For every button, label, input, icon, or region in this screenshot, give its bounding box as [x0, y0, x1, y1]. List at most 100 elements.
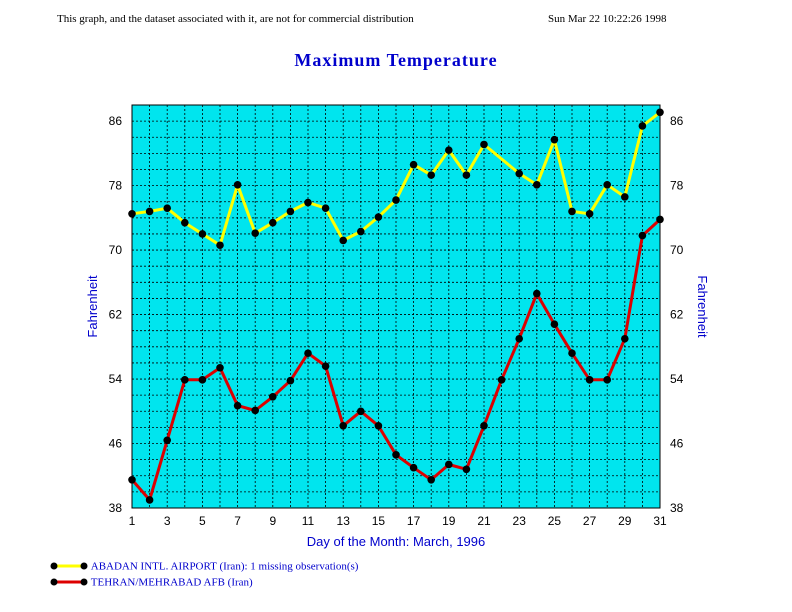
data-point-tehran: [568, 349, 576, 358]
data-point-abadan: [216, 241, 224, 250]
data-point-tehran: [269, 392, 277, 401]
data-point-tehran: [321, 362, 330, 370]
data-point-tehran: [409, 463, 418, 472]
y-tick-label-right: 78: [670, 179, 684, 193]
x-tick-label: 25: [548, 514, 562, 528]
x-tick-label: 3: [164, 514, 171, 528]
data-point-tehran: [427, 475, 436, 484]
y-tick-label-left: 86: [109, 114, 123, 128]
data-point-abadan: [462, 171, 471, 179]
x-tick-label: 29: [618, 514, 632, 528]
y-tick-label-left: 38: [109, 501, 123, 515]
data-point-abadan: [638, 122, 647, 130]
x-tick-label: 5: [199, 514, 206, 528]
x-tick-label: 9: [269, 514, 276, 528]
data-point-tehran: [445, 460, 453, 469]
y-tick-label-right: 70: [670, 243, 684, 257]
data-point-tehran: [480, 421, 488, 430]
y-tick-label-left: 54: [109, 372, 123, 386]
data-point-tehran: [357, 407, 365, 416]
data-point-abadan: [357, 227, 365, 236]
legend-swatch-abadan: [50, 562, 88, 570]
data-point-abadan: [286, 207, 295, 216]
data-point-tehran: [181, 376, 189, 384]
data-point-tehran: [251, 406, 259, 415]
data-point-tehran: [497, 376, 506, 384]
data-point-tehran: [392, 451, 400, 459]
data-point-abadan: [392, 196, 400, 204]
data-point-abadan: [339, 236, 348, 245]
legend-label-abadan: ABADAN INTL. AIRPORT (Iran): 1 missing o…: [90, 560, 359, 573]
x-axis-label: Day of the Month: March, 1996: [307, 534, 485, 549]
x-tick-label: 15: [372, 514, 386, 528]
data-point-tehran: [374, 421, 383, 430]
data-point-abadan: [163, 204, 171, 212]
data-point-abadan: [128, 210, 136, 218]
data-point-abadan: [533, 180, 541, 189]
data-point-tehran: [128, 475, 136, 484]
data-point-abadan: [304, 198, 312, 207]
data-point-abadan: [198, 230, 207, 238]
data-point-abadan: [233, 180, 242, 189]
data-point-abadan: [568, 207, 576, 216]
data-point-abadan: [656, 108, 664, 117]
x-tick-label: 1: [129, 514, 136, 528]
y-tick-label-left: 70: [109, 243, 123, 257]
data-point-tehran: [656, 215, 664, 224]
data-point-tehran: [286, 376, 295, 385]
data-point-abadan: [427, 171, 436, 179]
data-point-abadan: [181, 218, 189, 227]
timestamp-text: Sun Mar 22 10:22:26 1998: [548, 13, 667, 25]
x-tick-label: 13: [337, 514, 351, 528]
x-tick-label: 21: [477, 514, 491, 528]
y-axis-label-right: Fahrenheit: [695, 275, 710, 338]
data-point-tehran: [585, 376, 594, 384]
x-tick-label: 27: [583, 514, 597, 528]
y-tick-label-right: 86: [670, 114, 684, 128]
x-tick-label: 7: [234, 514, 241, 528]
data-point-tehran: [550, 320, 559, 329]
x-tick-label: 19: [442, 514, 456, 528]
x-tick-label: 31: [653, 514, 667, 528]
x-tick-label: 23: [513, 514, 527, 528]
legend-item-abadan: ABADAN INTL. AIRPORT (Iran): 1 missing o…: [50, 560, 358, 572]
y-tick-label-left: 46: [109, 437, 123, 451]
data-point-tehran: [603, 376, 611, 384]
data-point-abadan: [515, 169, 523, 178]
data-point-abadan: [409, 160, 418, 169]
plot-border: [131, 104, 661, 509]
data-point-abadan: [585, 210, 594, 218]
notice-text: This graph, and the dataset associated w…: [57, 13, 414, 25]
data-point-tehran: [145, 496, 154, 504]
data-point-tehran: [339, 421, 348, 430]
y-tick-label-left: 62: [109, 308, 123, 322]
data-point-abadan: [621, 193, 629, 201]
data-point-abadan: [603, 180, 611, 189]
y-tick-label-right: 62: [670, 308, 684, 322]
data-point-abadan: [480, 140, 488, 149]
chart-title: Maximum Temperature: [294, 50, 498, 70]
data-point-tehran: [304, 349, 312, 358]
data-point-tehran: [533, 289, 541, 298]
data-point-abadan: [374, 213, 383, 221]
data-point-tehran: [515, 334, 523, 343]
data-point-abadan: [550, 135, 559, 144]
data-point-tehran: [621, 334, 629, 343]
data-point-abadan: [251, 229, 259, 237]
data-point-tehran: [198, 376, 207, 384]
data-point-tehran: [163, 436, 171, 445]
data-point-abadan: [321, 204, 330, 212]
data-point-abadan: [445, 146, 453, 154]
x-tick-label: 17: [407, 514, 421, 528]
x-tick-label: 11: [302, 514, 315, 528]
legend-swatch-tehran: [50, 578, 88, 586]
data-point-tehran: [638, 231, 647, 240]
legend-item-tehran: TEHRAN/MEHRABAD AFB (Iran): [50, 576, 253, 588]
data-point-abadan: [269, 218, 277, 227]
data-point-tehran: [216, 363, 224, 372]
y-tick-label-right: 38: [670, 501, 684, 515]
y-axis-label-left: Fahrenheit: [85, 275, 100, 338]
y-tick-label-right: 54: [670, 372, 684, 386]
y-tick-label-right: 46: [670, 437, 684, 451]
